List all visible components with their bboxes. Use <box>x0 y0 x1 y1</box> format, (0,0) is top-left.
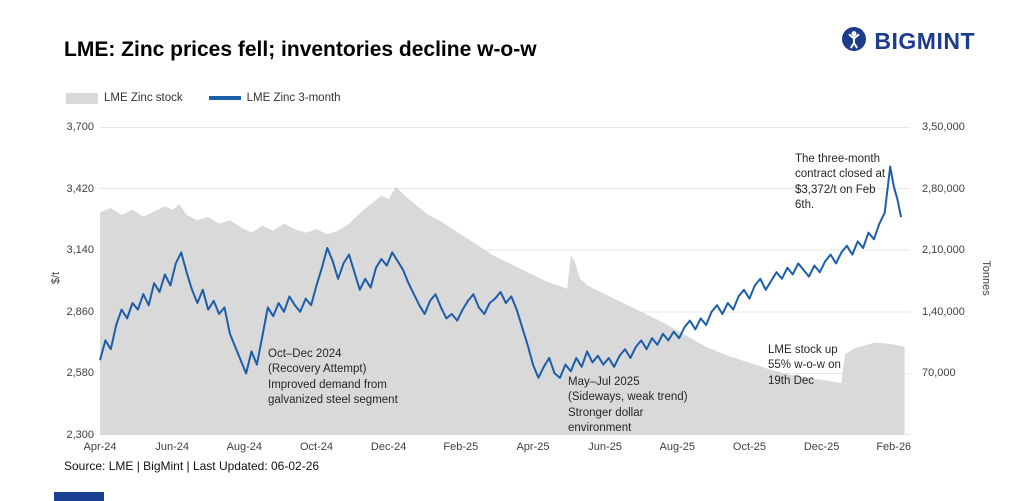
legend-item-zinc-stock: LME Zinc stock <box>66 92 183 104</box>
left-axis-tick-labels: 3,700 3,420 3,140 2,860 2,580 2,300 <box>28 121 94 441</box>
x-tick-label: Dec-24 <box>370 441 407 453</box>
right-ticks-label: 2,80,000 <box>922 182 965 195</box>
left-ticks-label: 3,700 <box>66 121 94 133</box>
chart-legend: LME Zinc stock LME Zinc 3-month <box>66 92 341 104</box>
annotation-sideways-trend: May–Jul 2025 (Sideways, weak trend) Stro… <box>568 376 688 434</box>
right-axis-tick-labels: 3,50,000 2,80,000 2,10,000 1,40,000 70,000 <box>922 121 994 435</box>
x-tick-label: Apr-24 <box>83 441 117 453</box>
left-ticks-label: 2,300 <box>66 429 94 441</box>
x-tick-label: Jun-24 <box>155 441 189 453</box>
x-tick-label: Aug-24 <box>226 441 263 453</box>
legend-label-zinc-stock: LME Zinc stock <box>104 92 183 104</box>
annotation-stock-up: LME stock up 55% w-o-w on 19th Dec <box>768 344 841 387</box>
right-ticks-label: 3,50,000 <box>922 121 965 133</box>
left-ticks-label: 3,140 <box>66 244 94 257</box>
x-tick-label: Feb-26 <box>876 441 912 453</box>
annotation-recovery-attempt: Oct–Dec 2024 (Recovery Attempt) Improved… <box>268 348 398 406</box>
brand-logo: BIGMINT <box>841 26 975 57</box>
zinc-stock-area-series <box>100 186 905 435</box>
right-ticks-label: 1,40,000 <box>922 305 965 318</box>
source-note: Source: LME | BigMint | Last Updated: 06… <box>64 459 320 473</box>
left-ticks-label: 2,580 <box>66 367 94 380</box>
x-tick-label: Feb-25 <box>443 441 479 453</box>
legend-item-zinc-3month: LME Zinc 3-month <box>208 92 341 104</box>
zinc-price-line-series <box>99 165 902 379</box>
bottom-left-bar <box>54 492 104 501</box>
x-tick-label: Dec-25 <box>803 441 840 453</box>
line-swatch <box>208 96 241 100</box>
page-title: LME: Zinc prices fell; inventories decli… <box>64 38 537 61</box>
x-tick-label: Jun-25 <box>588 441 622 453</box>
annotation-contract-close: The three-month contract closed at $3,37… <box>795 153 886 211</box>
right-ticks-label: 2,10,000 <box>922 244 965 257</box>
x-tick-label: Aug-25 <box>659 441 696 453</box>
x-tick-label: Oct-25 <box>732 441 766 453</box>
x-tick-label: Apr-25 <box>516 441 550 453</box>
plot-area: Oct–Dec 2024 (Recovery Attempt) Improved… <box>99 127 910 435</box>
brand-name: BIGMINT <box>874 28 975 54</box>
right-ticks-label: 70,000 <box>922 367 956 380</box>
legend-label-zinc-3month: LME Zinc 3-month <box>246 92 341 104</box>
area-swatch <box>66 92 98 104</box>
left-ticks-label: 3,420 <box>66 182 94 195</box>
x-tick-label: Oct-24 <box>299 441 333 453</box>
left-ticks-label: 2,860 <box>66 305 94 318</box>
bigmint-logo-icon <box>841 26 867 57</box>
x-axis-tick-labels: Apr-24 Jun-24 Aug-24 Oct-24 Dec-24 Feb-25 Apr-… <box>83 441 912 455</box>
